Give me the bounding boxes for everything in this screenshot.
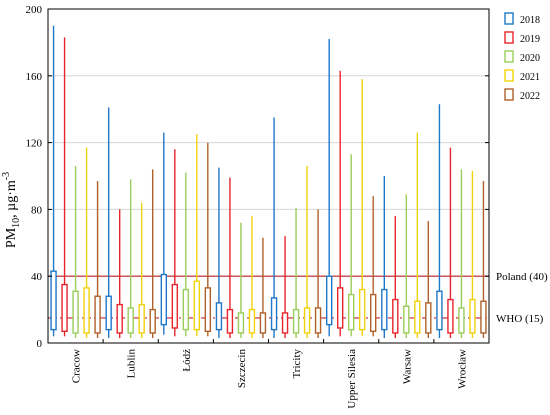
box [259, 312, 267, 334]
y-axis-label-superscript: -3 [1, 172, 12, 180]
box [458, 307, 465, 334]
box [215, 302, 223, 331]
y-tick-label: 0 [37, 338, 43, 350]
y-axis-label-units: , µg·m [4, 180, 19, 218]
box [270, 297, 278, 331]
y-axis-label-subscript: 10 [11, 218, 22, 228]
x-tick-label: Wrocław [456, 349, 468, 389]
box [193, 280, 201, 331]
x-tick-label: Lublin [126, 349, 138, 379]
box [72, 290, 79, 334]
box [381, 288, 388, 331]
box [204, 287, 212, 333]
box [248, 308, 256, 334]
box [480, 300, 487, 334]
grid-layer [48, 75, 489, 277]
box [447, 298, 454, 334]
legend-swatch [504, 50, 514, 63]
legend-swatch [504, 12, 514, 25]
x-tick-label: Łódź [181, 349, 193, 372]
y-axis-label: PM10, µg·m-3 [1, 172, 22, 248]
legend-swatch [504, 31, 514, 44]
legend-swatch [504, 88, 514, 101]
box [425, 302, 432, 334]
box [50, 270, 57, 331]
box [414, 300, 421, 334]
legend-label: 2021 [520, 72, 540, 83]
legend-swatch [504, 69, 514, 82]
legend-label: 2022 [520, 91, 540, 102]
box-plots [50, 25, 487, 338]
reference-line-label: WHO (15) [496, 313, 544, 325]
box [127, 307, 134, 334]
box [325, 275, 333, 326]
x-tick-label: Warsaw [401, 349, 413, 384]
box [281, 312, 289, 334]
x-axis-ticks: Cracow Lublin Łódź Szczecin Tricity Upper Sil… [71, 339, 468, 409]
x-tick-label: Upper Silesia [346, 349, 358, 409]
box [403, 305, 410, 334]
box [160, 273, 168, 326]
box [226, 308, 234, 334]
box [171, 283, 179, 329]
box [116, 303, 123, 334]
box [94, 295, 101, 334]
y-tick-label: 200 [26, 4, 43, 16]
y-axis-ticks: 0 40 80 120 160 200 [26, 4, 489, 350]
box [358, 288, 366, 331]
y-axis-label-main: PM [4, 227, 19, 248]
y-tick-label: 40 [31, 271, 43, 283]
legend-label: 2018 [520, 15, 540, 26]
reference-line-label: Poland (40) [496, 271, 548, 283]
legend-label: 2019 [520, 34, 540, 45]
x-tick-label: Cracow [71, 349, 83, 383]
y-tick-label: 80 [31, 204, 43, 216]
box [369, 293, 377, 333]
box [61, 283, 68, 333]
box [138, 303, 145, 334]
legend: 2018 2019 2020 2021 2022 [504, 12, 540, 102]
box [149, 308, 156, 334]
plot-frame [47, 8, 490, 344]
box [182, 288, 190, 331]
y-tick-label: 160 [26, 71, 43, 83]
box [347, 293, 355, 331]
box [303, 307, 311, 334]
x-tick-label: Tricity [291, 349, 303, 379]
box [83, 287, 90, 334]
box [237, 312, 245, 334]
box [292, 308, 300, 334]
y-tick-label: 120 [26, 138, 43, 150]
box [105, 295, 112, 331]
box [392, 298, 399, 334]
box [336, 287, 344, 329]
box [314, 307, 322, 334]
box [469, 298, 476, 334]
x-tick-label: Szczecin [236, 349, 248, 389]
box [436, 290, 443, 331]
legend-label: 2020 [520, 53, 540, 64]
